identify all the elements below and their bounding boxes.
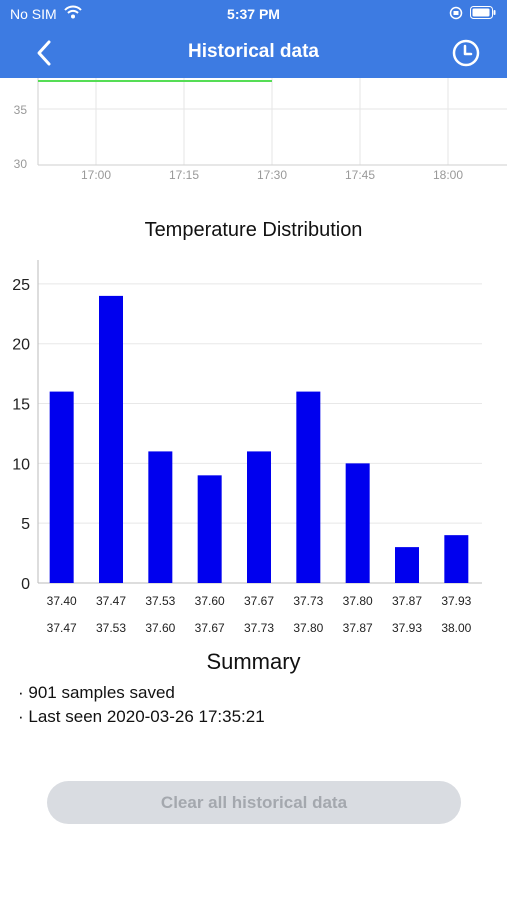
y-tick-label: 15 xyxy=(12,397,30,414)
wifi-icon xyxy=(64,5,82,19)
line-chart-grid xyxy=(37,78,507,166)
y-tick-label: 10 xyxy=(12,456,30,473)
bar xyxy=(395,547,419,583)
back-button[interactable] xyxy=(30,38,60,68)
temperature-distribution-chart: 0 5 10 15 20 25 37.40 37.47 37.47 37.53 37.53 37.60… xyxy=(12,260,482,635)
page-title: Historical data xyxy=(188,41,319,62)
bin-end-label: 37.87 xyxy=(343,621,373,635)
bar xyxy=(197,475,222,583)
bar xyxy=(444,535,469,583)
bar xyxy=(247,451,271,583)
status-bar: No SIM 5:37 PM xyxy=(0,0,507,28)
summary-title: Summary xyxy=(206,649,301,674)
x-tick-label: 18:00 xyxy=(433,168,463,182)
x-tick-label: 17:45 xyxy=(345,168,375,182)
orientation-lock-icon xyxy=(449,6,463,20)
bin-end-label: 37.93 xyxy=(392,621,422,635)
bin-start-label: 37.80 xyxy=(343,594,373,608)
temperature-line-chart: 35 30 17:00 17:15 17:30 17:45 18:00 xyxy=(14,78,507,182)
last-seen-text: · Last seen 2020-03-26 17:35:21 xyxy=(18,707,265,726)
bin-end-label: 37.47 xyxy=(47,621,77,635)
y-tick-label: 30 xyxy=(14,157,28,171)
clock-time: 5:37 PM xyxy=(227,6,280,22)
history-button[interactable] xyxy=(451,38,481,68)
bin-end-label: 37.80 xyxy=(293,621,323,635)
bin-start-label: 37.67 xyxy=(244,594,274,608)
bin-start-label: 37.60 xyxy=(195,594,225,608)
clock-icon xyxy=(452,39,480,67)
bin-end-label: 37.67 xyxy=(195,621,225,635)
clear-history-button[interactable]: Clear all historical data xyxy=(47,781,461,824)
y-tick-label: 5 xyxy=(21,516,30,533)
chevron-left-icon xyxy=(37,40,51,66)
chart-title: Temperature Distribution xyxy=(144,219,363,241)
bin-end-label: 37.73 xyxy=(244,621,274,635)
bar xyxy=(296,391,321,583)
bin-end-label: 37.60 xyxy=(145,621,175,635)
battery-icon xyxy=(470,6,496,19)
bin-start-label: 37.53 xyxy=(145,594,175,608)
bar xyxy=(99,295,123,583)
bin-end-label: 38.00 xyxy=(441,621,471,635)
bin-end-label: 37.53 xyxy=(96,621,126,635)
y-tick-label: 35 xyxy=(14,103,28,117)
y-tick-label: 25 xyxy=(12,277,30,294)
bin-start-label: 37.40 xyxy=(47,594,77,608)
carrier-label: No SIM xyxy=(10,6,57,22)
x-tick-label: 17:15 xyxy=(169,168,199,182)
bar xyxy=(345,463,370,583)
bin-start-label: 37.73 xyxy=(293,594,323,608)
y-tick-label: 0 xyxy=(21,576,30,593)
x-tick-label: 17:00 xyxy=(81,168,111,182)
x-tick-label: 17:30 xyxy=(257,168,287,182)
samples-count-text: · 901 samples saved xyxy=(18,683,175,702)
bin-start-label: 37.47 xyxy=(96,594,126,608)
bar xyxy=(49,391,74,583)
bar xyxy=(148,451,173,583)
y-tick-label: 20 xyxy=(12,337,30,354)
navigation-bar: Historical data xyxy=(0,28,507,78)
bin-start-label: 37.93 xyxy=(441,594,471,608)
bin-start-label: 37.87 xyxy=(392,594,422,608)
